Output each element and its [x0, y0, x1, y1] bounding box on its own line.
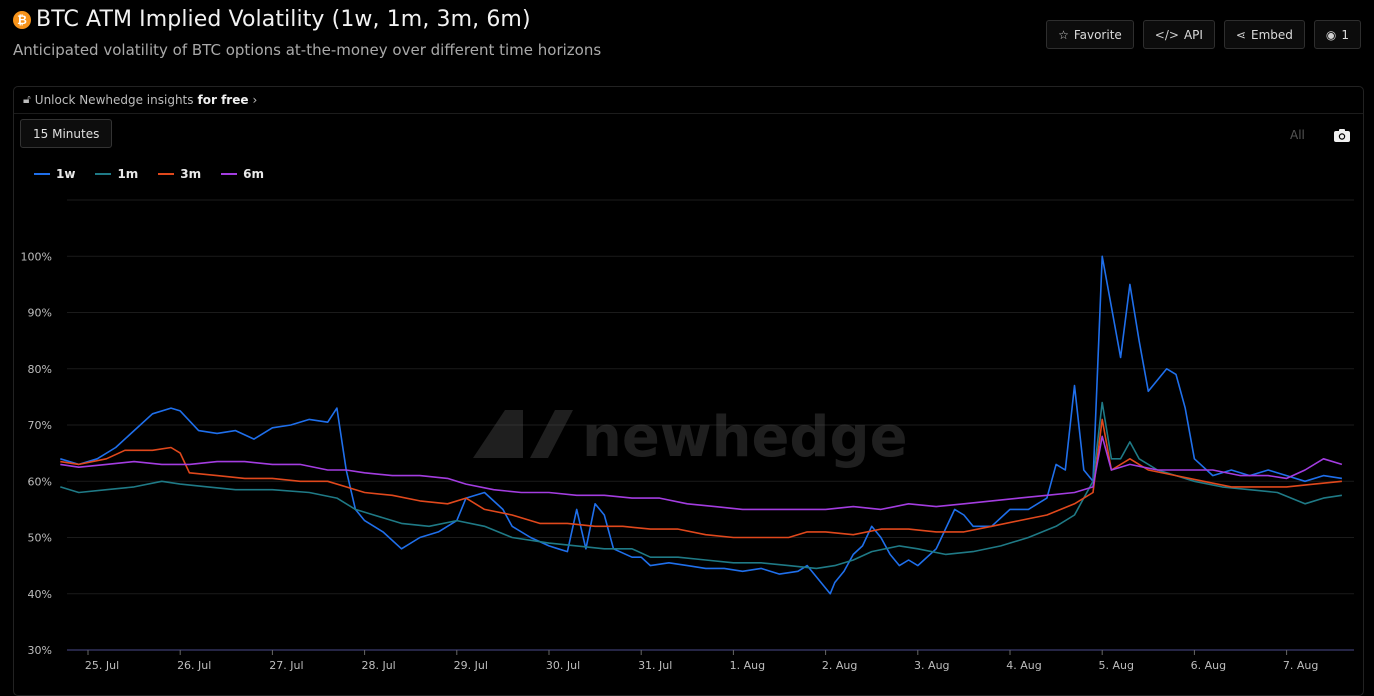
x-tick-label: 5. Aug: [1098, 659, 1133, 672]
legend-label-3m: 3m: [180, 167, 202, 181]
unlock-text: Unlock Newhedge insights: [34, 92, 194, 107]
legend-label-1w: 1w: [56, 167, 76, 181]
legend-item-6m[interactable]: 6m: [221, 167, 264, 181]
views-button[interactable]: ◉ 1: [1313, 20, 1361, 49]
legend-label-6m: 6m: [243, 167, 265, 181]
views-count: 1: [1341, 27, 1349, 42]
action-bar: ☆ Favorite </> API ⋖ Embed ◉ 1: [1046, 20, 1361, 49]
unlock-bold: for free: [197, 92, 249, 107]
y-tick-label: 100%: [21, 250, 52, 263]
x-tick-label: 6. Aug: [1191, 659, 1226, 672]
lock-icon: 🔓︎: [23, 92, 31, 106]
title-row: ₿ BTC ATM Implied Volatility (1w, 1m, 3m…: [13, 7, 531, 32]
bitcoin-icon: ₿: [13, 10, 31, 29]
camera-icon[interactable]: [1333, 128, 1351, 147]
x-tick-label: 1. Aug: [730, 659, 765, 672]
y-tick-label: 30%: [28, 644, 52, 657]
share-icon: ⋖: [1235, 27, 1246, 42]
legend-label-1m: 1m: [117, 167, 139, 181]
legend-item-1w[interactable]: 1w: [34, 167, 75, 181]
favorite-button[interactable]: ☆ Favorite: [1046, 20, 1134, 49]
x-tick-label: 31. Jul: [638, 659, 672, 672]
newhedge-watermark: newhedge: [473, 405, 908, 470]
interval-selector[interactable]: 15 Minutes: [20, 119, 113, 148]
api-label: API: [1183, 27, 1203, 42]
y-tick-label: 90%: [28, 307, 52, 320]
y-tick-label: 60%: [28, 475, 52, 488]
series-line-1w: [60, 255, 1343, 595]
legend-item-3m[interactable]: 3m: [158, 167, 201, 181]
y-tick-label: 40%: [28, 588, 52, 601]
legend-item-1m[interactable]: 1m: [95, 167, 138, 181]
x-tick-label: 29. Jul: [454, 659, 488, 672]
embed-button[interactable]: ⋖ Embed: [1223, 20, 1305, 49]
star-icon: ☆: [1058, 27, 1069, 42]
x-tick-label: 4. Aug: [1006, 659, 1041, 672]
eye-icon: ◉: [1325, 27, 1337, 42]
y-tick-label: 80%: [28, 363, 52, 376]
series-line-6m: [60, 435, 1343, 511]
api-button[interactable]: </> API: [1142, 20, 1215, 49]
embed-label: Embed: [1250, 27, 1293, 42]
x-tick-label: 26. Jul: [177, 659, 211, 672]
legend-swatch-3m: [158, 173, 175, 175]
page-subtitle: Anticipated volatility of BTC options at…: [13, 41, 602, 59]
x-tick-label: 27. Jul: [269, 659, 303, 672]
y-tick-label: 70%: [28, 419, 52, 432]
x-tick-label: 7. Aug: [1283, 659, 1318, 672]
series-line-3m: [60, 418, 1342, 539]
y-tick-label: 50%: [28, 532, 52, 545]
chevron-right-icon: ›: [252, 92, 258, 107]
watermark-text: newhedge: [582, 405, 908, 470]
legend-swatch-6m: [221, 173, 238, 175]
page-title: BTC ATM Implied Volatility (1w, 1m, 3m, …: [36, 7, 531, 32]
x-tick-label: 28. Jul: [361, 659, 395, 672]
range-all-button[interactable]: All: [1290, 128, 1305, 142]
x-tick-label: 3. Aug: [914, 659, 949, 672]
legend-swatch-1m: [95, 173, 112, 175]
watermark-logo-icon: [473, 410, 573, 458]
chart-legend: 1w 1m 3m 6m: [34, 167, 284, 181]
x-tick-label: 30. Jul: [546, 659, 580, 672]
x-tick-label: 2. Aug: [822, 659, 857, 672]
series-line-1m: [60, 401, 1343, 570]
unlock-link[interactable]: 🔓︎ Unlock Newhedge insights for free ›: [23, 92, 257, 107]
panel-divider: [14, 113, 1363, 114]
favorite-label: Favorite: [1073, 27, 1122, 42]
legend-swatch-1w: [34, 173, 50, 175]
code-icon: </>: [1154, 27, 1179, 42]
x-tick-label: 25. Jul: [85, 659, 119, 672]
